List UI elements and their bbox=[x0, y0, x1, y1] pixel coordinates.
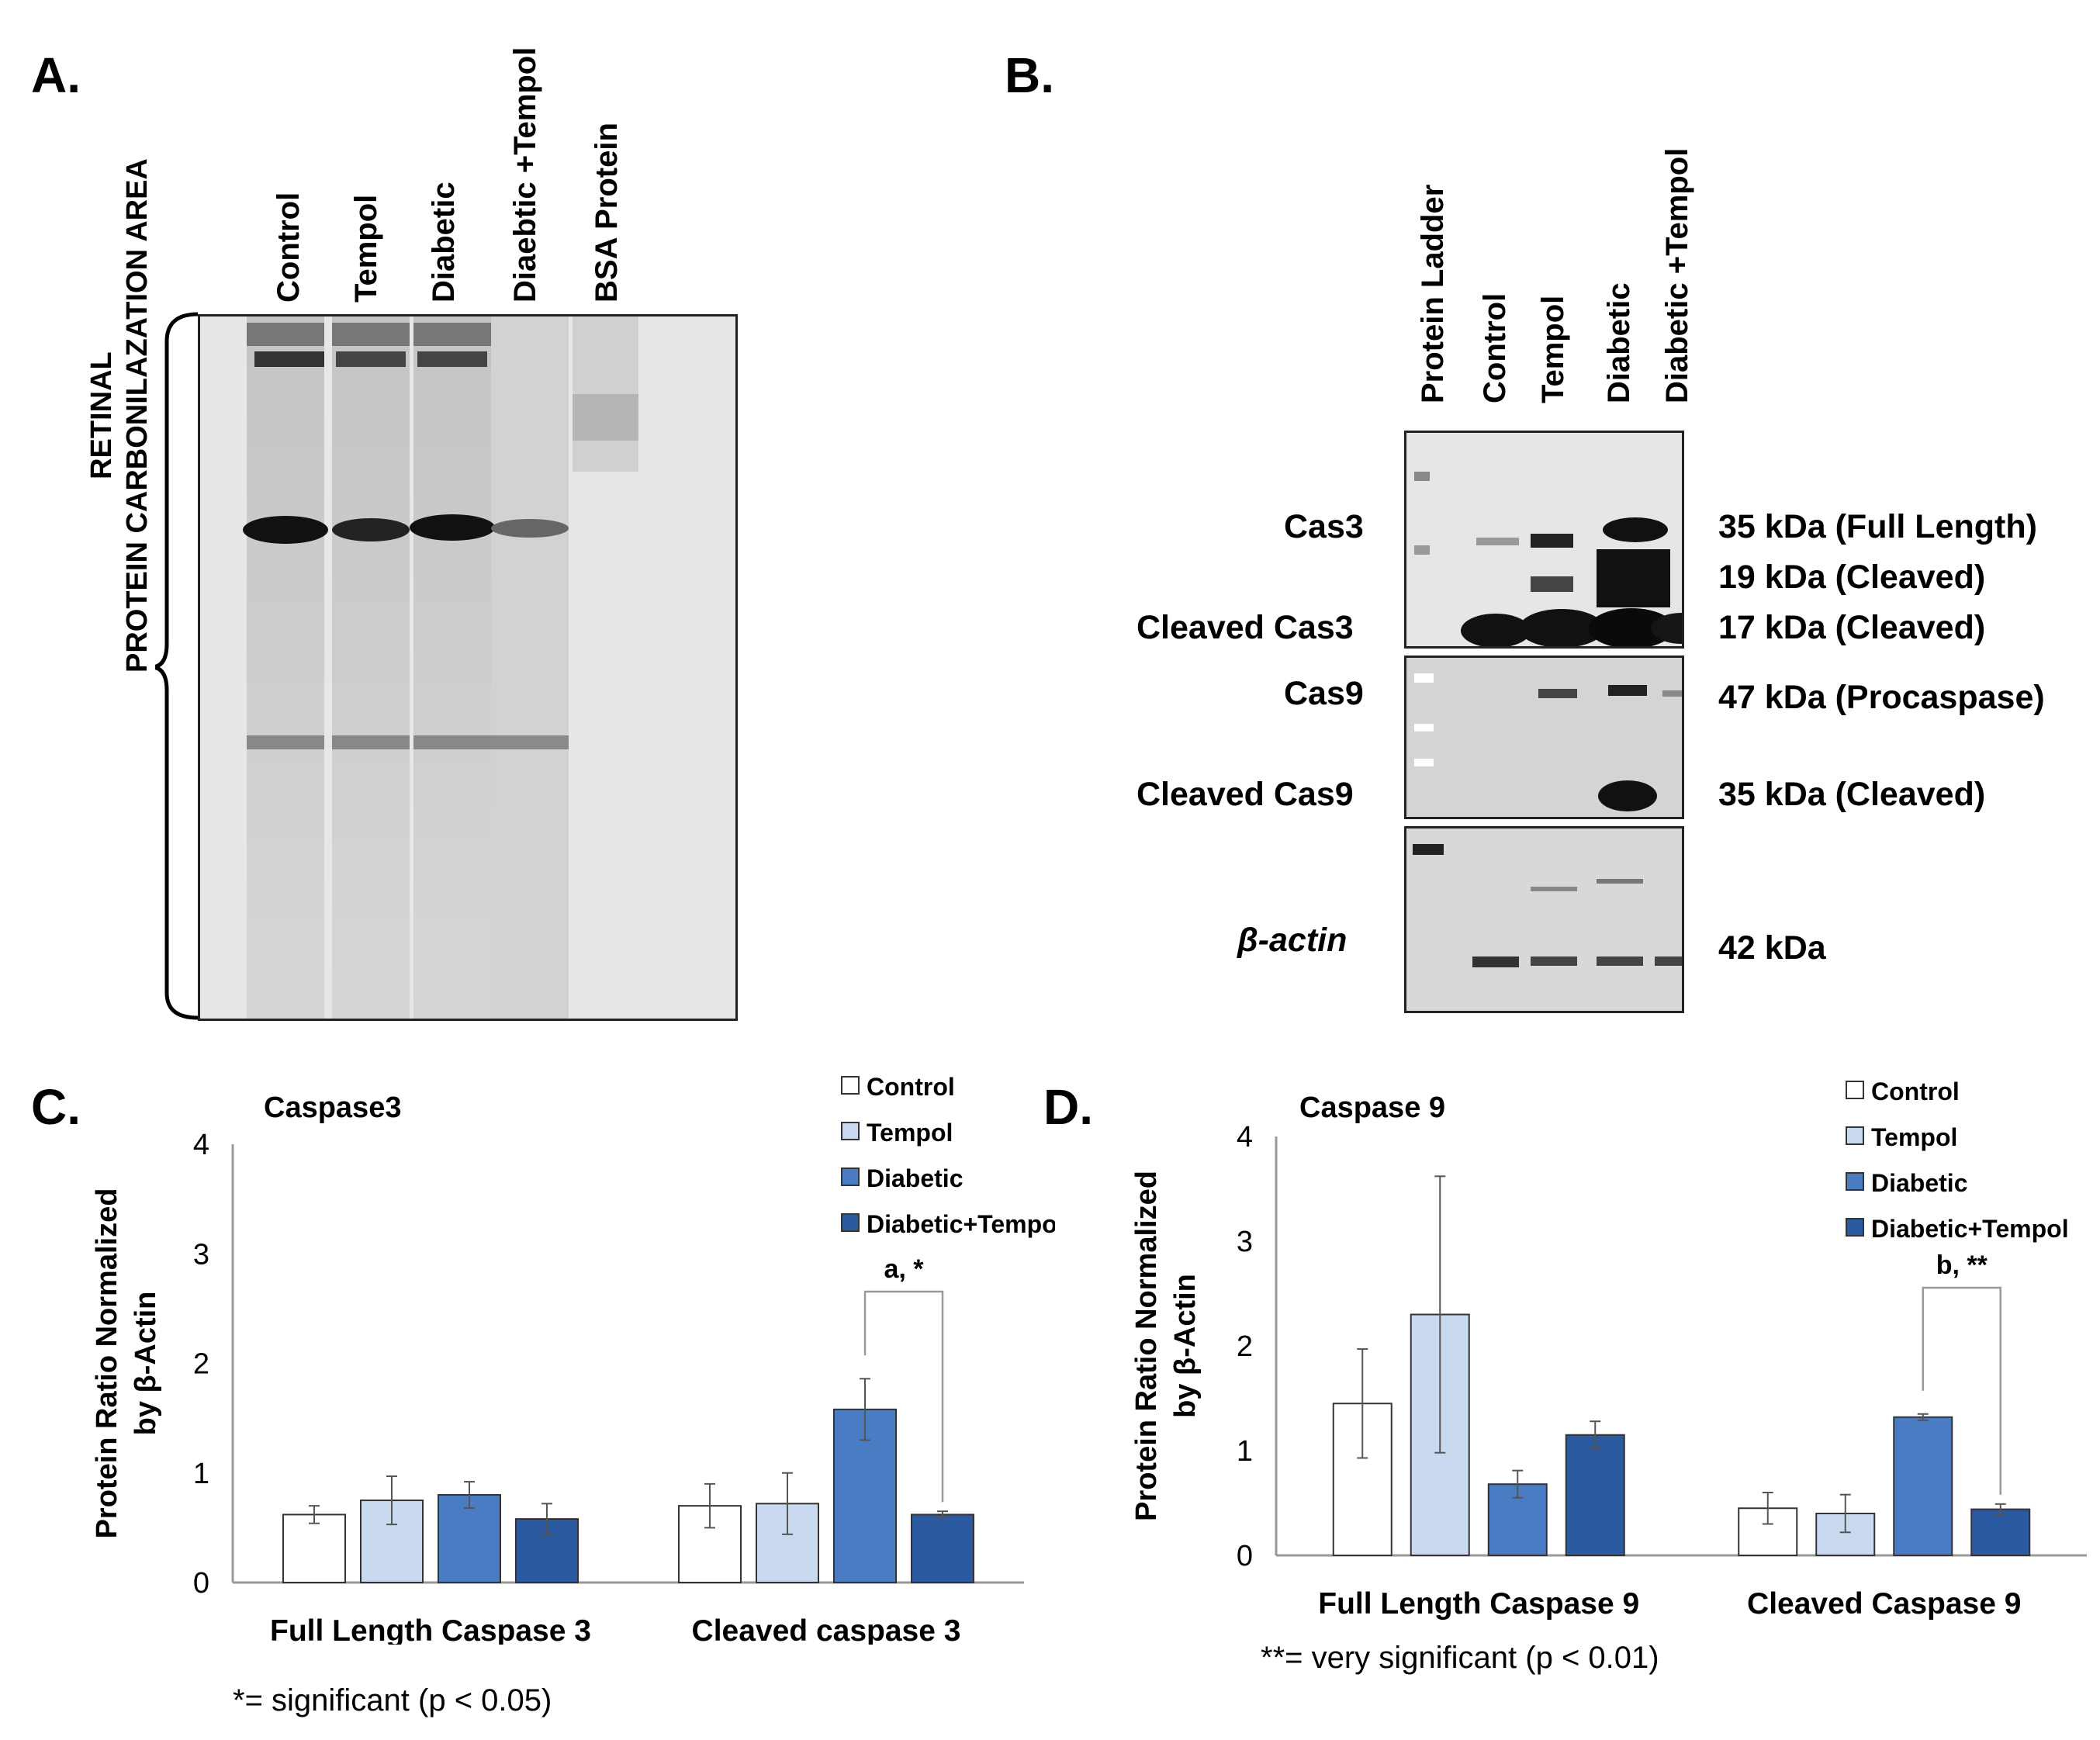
y-axis-label-line1: Protein Ratio Normalized bbox=[91, 1188, 123, 1539]
y-axis-label: Protein Ratio Normalized by β-Actin bbox=[91, 1188, 162, 1539]
y-axis-label-line1: Protein Ratio Normalized bbox=[1130, 1171, 1163, 1521]
legend-label: Diabetic+Tempol bbox=[1871, 1215, 2069, 1243]
panel-d-label: D. bbox=[1043, 1079, 1093, 1135]
lane-label: Control bbox=[272, 192, 306, 303]
significance-bracket bbox=[863, 1290, 944, 1503]
significance-annotation: b, ** bbox=[1936, 1251, 1988, 1280]
kda-label: 42 kDa bbox=[1718, 929, 1826, 967]
legend-label: Diabetic bbox=[1871, 1169, 1967, 1197]
x-tick-label: Full Length Caspase 9 bbox=[1318, 1587, 1639, 1621]
kda-label: 17 kDa (Cleaved) bbox=[1718, 609, 1986, 646]
row-label-cleaved-cas3: Cleaved Cas3 bbox=[1136, 609, 1354, 646]
row-label-cas9: Cas9 bbox=[1284, 675, 1364, 712]
lane-label: Tempol bbox=[349, 194, 383, 303]
kda-label: 35 kDa (Full Length) bbox=[1718, 508, 2037, 545]
bar bbox=[911, 1513, 974, 1583]
y-tick-label: 3 bbox=[193, 1238, 209, 1271]
y-tick-label: 1 bbox=[193, 1458, 209, 1490]
legend-swatch bbox=[841, 1167, 860, 1186]
y-tick-label: 0 bbox=[1237, 1540, 1253, 1572]
lane-label: Tempol bbox=[1536, 295, 1570, 403]
row-label-beta-actin: β-actin bbox=[1237, 922, 1348, 959]
legend-swatch bbox=[841, 1122, 860, 1140]
bar bbox=[1970, 1508, 2031, 1556]
y-tick-label: 4 bbox=[1237, 1121, 1253, 1154]
panel-a-label: A. bbox=[31, 47, 81, 103]
y-tick-label: 0 bbox=[193, 1567, 209, 1600]
bar bbox=[1893, 1416, 1953, 1556]
lane-label: Protein Ladder bbox=[1416, 184, 1450, 403]
actin-blot bbox=[1404, 826, 1684, 1013]
chart-title: Caspase3 bbox=[264, 1091, 401, 1124]
caspase9-chart: Caspase 9 Protein Ratio Normalized by β-Ac… bbox=[1130, 1078, 2087, 1621]
legend-label: Diabetic bbox=[867, 1164, 963, 1192]
caspase3-chart: Caspase3 Protein Ratio Normalized by β-Act… bbox=[91, 1073, 1055, 1645]
legend-label: Control bbox=[867, 1073, 955, 1101]
kda-label: 47 kDa (Procaspase) bbox=[1718, 679, 2045, 716]
panel-b-label: B. bbox=[1005, 47, 1054, 103]
panel-c-footnote: *= significant (p < 0.05) bbox=[233, 1683, 552, 1718]
bar bbox=[438, 1494, 501, 1583]
significance-annotation: a, * bbox=[884, 1254, 924, 1284]
panel-a-gel bbox=[198, 314, 738, 1021]
bar bbox=[282, 1513, 346, 1583]
panel-a-side-label: RETINAL PROTEIN CARBONILAZATION AREA bbox=[85, 158, 154, 673]
y-tick-label: 4 bbox=[193, 1129, 209, 1161]
lane-label: Diabetic +Tempol bbox=[1660, 147, 1694, 403]
significance-bracket bbox=[1922, 1286, 2001, 1495]
lane-label: Diaebtic +Tempol bbox=[508, 47, 542, 303]
y-axis-label-line2: by β-Actin bbox=[130, 1292, 162, 1436]
chart-title: Caspase 9 bbox=[1299, 1091, 1445, 1124]
legend-swatch bbox=[1846, 1126, 1864, 1145]
y-tick-label: 3 bbox=[1237, 1226, 1253, 1258]
legend-swatch bbox=[1846, 1081, 1864, 1099]
legend-label: Tempol bbox=[1871, 1123, 1957, 1151]
cas3-blot bbox=[1404, 431, 1684, 649]
legend-label: Tempol bbox=[867, 1119, 953, 1147]
x-tick-label: Cleaved Caspase 9 bbox=[1747, 1587, 2021, 1621]
kda-label: 19 kDa (Cleaved) bbox=[1718, 559, 1986, 596]
y-axis-label-line2: by β-Actin bbox=[1169, 1274, 1202, 1418]
lane-label: Diabetic bbox=[1602, 282, 1636, 403]
lane-label: BSA Protein bbox=[590, 123, 624, 303]
lane-label: Control bbox=[1478, 292, 1512, 403]
legend-swatch bbox=[1846, 1172, 1864, 1191]
x-tick-label: Full Length Caspase 3 bbox=[270, 1614, 591, 1645]
y-tick-label: 1 bbox=[1237, 1435, 1253, 1468]
kda-label: 35 kDa (Cleaved) bbox=[1718, 776, 1986, 813]
panel-d-footnote: **= very significant (p < 0.01) bbox=[1261, 1641, 1659, 1675]
legend-label: Diabetic+Tempol bbox=[867, 1210, 1055, 1238]
x-tick-label: Cleaved caspase 3 bbox=[692, 1614, 961, 1645]
row-label-cas3: Cas3 bbox=[1284, 508, 1364, 545]
row-label-cleaved-cas9: Cleaved Cas9 bbox=[1136, 776, 1354, 813]
legend-label: Control bbox=[1871, 1078, 1960, 1105]
lane-label: Diabetic bbox=[427, 182, 461, 303]
legend-swatch bbox=[1846, 1218, 1864, 1237]
y-tick-label: 2 bbox=[193, 1348, 209, 1381]
y-tick-label: 2 bbox=[1237, 1330, 1253, 1363]
panel-a-bracket bbox=[155, 312, 199, 1020]
cas9-blot bbox=[1404, 656, 1684, 819]
gel-image bbox=[243, 317, 638, 1019]
bar bbox=[1565, 1434, 1625, 1556]
legend-swatch bbox=[841, 1076, 860, 1095]
panel-c-label: C. bbox=[31, 1079, 81, 1135]
legend-swatch bbox=[841, 1213, 860, 1232]
y-axis-label: Protein Ratio Normalized by β-Actin bbox=[1130, 1171, 1202, 1521]
